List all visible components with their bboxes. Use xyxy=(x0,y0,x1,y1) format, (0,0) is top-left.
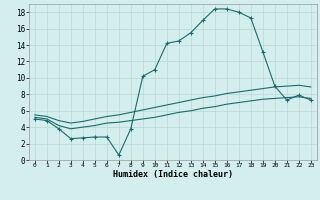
X-axis label: Humidex (Indice chaleur): Humidex (Indice chaleur) xyxy=(113,170,233,179)
